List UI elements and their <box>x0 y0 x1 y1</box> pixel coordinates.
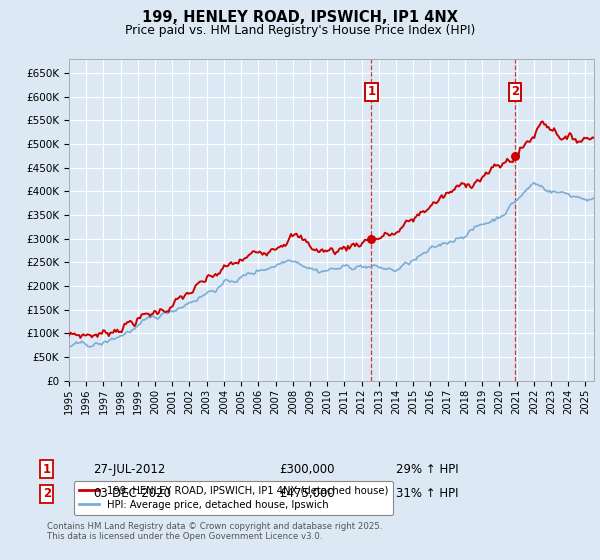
Text: £475,000: £475,000 <box>279 487 335 501</box>
Text: 29% ↑ HPI: 29% ↑ HPI <box>396 463 458 476</box>
Text: 27-JUL-2012: 27-JUL-2012 <box>93 463 166 476</box>
Text: Contains HM Land Registry data © Crown copyright and database right 2025.
This d: Contains HM Land Registry data © Crown c… <box>47 522 382 542</box>
Text: 31% ↑ HPI: 31% ↑ HPI <box>396 487 458 501</box>
Legend: 199, HENLEY ROAD, IPSWICH, IP1 4NX (detached house), HPI: Average price, detache: 199, HENLEY ROAD, IPSWICH, IP1 4NX (deta… <box>74 481 394 515</box>
Text: 1: 1 <box>367 86 376 99</box>
Text: 1: 1 <box>43 463 51 476</box>
Text: 03-DEC-2020: 03-DEC-2020 <box>93 487 171 501</box>
Text: 199, HENLEY ROAD, IPSWICH, IP1 4NX: 199, HENLEY ROAD, IPSWICH, IP1 4NX <box>142 10 458 25</box>
Text: Price paid vs. HM Land Registry's House Price Index (HPI): Price paid vs. HM Land Registry's House … <box>125 24 475 36</box>
Text: 2: 2 <box>511 86 519 99</box>
Text: 2: 2 <box>43 487 51 501</box>
Text: £300,000: £300,000 <box>279 463 335 476</box>
